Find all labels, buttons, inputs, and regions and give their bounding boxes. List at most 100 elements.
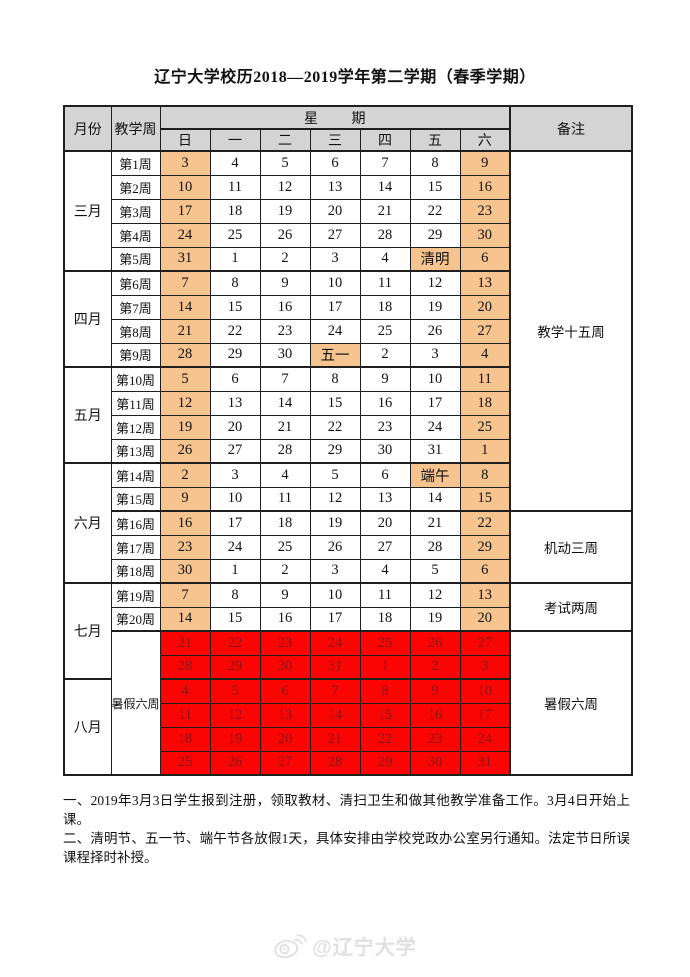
day-cell: 4 — [359, 558, 411, 584]
teaching-week-cell: 第5周 — [110, 246, 161, 272]
header-teaching-week: 教学周 — [110, 105, 161, 152]
day-cell: 24 — [409, 414, 461, 440]
calendar-row: 第12周 19 20 21 22 23 24 25 — [64, 414, 632, 440]
day-cell: 29 — [209, 342, 261, 368]
day-cell: 10 — [409, 366, 461, 392]
calendar-row: 25 26 27 28 29 30 31 — [64, 750, 632, 776]
teaching-week-cell: 第16周 — [110, 510, 161, 536]
remark-cell: 教学十五周 — [509, 150, 633, 512]
day-cell: 11 — [259, 486, 311, 512]
day-cell: 11 — [459, 366, 511, 392]
day-cell: 23 — [159, 534, 211, 560]
day-cell: 28 — [159, 342, 211, 368]
day-cell: 6 — [359, 462, 411, 488]
calendar-row: 暑假六周 21 22 23 24 25 26 27 暑假六周 — [64, 630, 633, 776]
day-cell: 13 — [359, 486, 411, 512]
day-cell: 21 — [259, 414, 311, 440]
day-cell: 9 — [259, 270, 311, 296]
teaching-week-cell: 第11周 — [110, 390, 161, 416]
footnote-2: 二、清明节、五一节、端午节各放假1天，具体安排由学校党政办公室另行通知。法定节日… — [63, 831, 630, 865]
day-cell: 24 — [309, 318, 361, 344]
calendar-header: 月份 教学周 星期 备注 日 一 二 三 四 五 六 — [63, 105, 633, 152]
vacation-day-cell: 26 — [209, 750, 261, 776]
day-cell: 14 — [409, 486, 461, 512]
header-month: 月份 — [63, 105, 112, 152]
weibo-icon — [273, 932, 308, 960]
day-cell: 15 — [309, 390, 361, 416]
month-cell: 五月 — [63, 366, 112, 464]
day-cell: 16 — [259, 606, 311, 632]
day-cell: 18 — [209, 198, 261, 224]
remark-cell: 机动三周 — [509, 510, 633, 584]
teaching-week-cell: 第15周 — [110, 486, 161, 512]
vacation-day-cell: 28 — [159, 654, 211, 680]
day-cell: 19 — [159, 414, 211, 440]
day-cell: 13 — [309, 174, 361, 200]
vacation-day-cell: 21 — [159, 630, 211, 656]
vacation-day-cell: 27 — [459, 630, 511, 656]
day-cell: 8 — [459, 462, 511, 488]
calendar-row: 第18周 30 1 2 3 4 5 6 — [64, 558, 632, 584]
day-cell: 5 — [309, 462, 361, 488]
vacation-day-cell: 18 — [159, 726, 211, 752]
calendar-row: 第3周 17 18 19 20 21 22 23 — [64, 198, 632, 224]
day-cell: 3 — [309, 246, 361, 272]
day-cell: 26 — [409, 318, 461, 344]
header-day-sun: 日 — [159, 128, 211, 152]
teaching-week-cell: 第8周 — [110, 318, 161, 344]
day-cell: 18 — [359, 606, 411, 632]
vacation-day-cell: 4 — [159, 678, 211, 704]
vacation-day-cell: 16 — [409, 702, 461, 728]
vacation-day-cell: 6 — [259, 678, 311, 704]
vacation-day-cell: 30 — [409, 750, 461, 776]
calendar-row: 第5周 31 1 2 3 4 清明 6 — [64, 246, 632, 272]
vacation-day-cell: 17 — [459, 702, 511, 728]
day-cell: 28 — [359, 222, 411, 248]
teaching-week-cell: 第13周 — [110, 438, 161, 464]
remark-cell: 暑假六周 — [509, 630, 633, 776]
day-cell: 12 — [159, 390, 211, 416]
month-cell: 四月 — [63, 270, 112, 368]
footnote-1: 一、2019年3月3日学生报到注册，领取教材、清扫卫生和做其他教学准备工作。3月… — [63, 793, 630, 827]
day-cell: 2 — [259, 558, 311, 584]
day-cell: 19 — [259, 198, 311, 224]
vacation-day-cell: 26 — [409, 630, 461, 656]
day-cell: 13 — [209, 390, 261, 416]
page-title: 辽宁大学校历2018—2019学年第二学期（春季学期） — [154, 69, 536, 86]
day-cell: 7 — [259, 366, 311, 392]
day-cell: 27 — [309, 222, 361, 248]
day-cell: 2 — [259, 246, 311, 272]
calendar-row: 第20周 14 15 16 17 18 19 20 — [64, 606, 632, 632]
day-cell: 17 — [309, 294, 361, 320]
day-cell: 22 — [409, 198, 461, 224]
calendar-table: 月份 教学周 星期 备注 日 一 二 三 四 五 六 三月 第1周 3 4 5 6 7 8 9 教… — [63, 105, 634, 776]
day-cell: 22 — [209, 318, 261, 344]
day-cell: 19 — [409, 294, 461, 320]
day-cell: 30 — [259, 342, 311, 368]
vacation-day-cell: 14 — [309, 702, 361, 728]
day-cell: 30 — [359, 438, 411, 464]
day-cell: 12 — [409, 582, 461, 608]
day-cell: 28 — [409, 534, 461, 560]
day-cell: 15 — [209, 606, 261, 632]
day-cell: 5 — [159, 366, 211, 392]
day-cell: 7 — [359, 150, 411, 176]
day-cell: 13 — [459, 270, 511, 296]
day-cell: 4 — [359, 246, 411, 272]
day-cell: 8 — [209, 582, 261, 608]
teaching-week-cell: 第9周 — [110, 342, 161, 368]
day-cell: 10 — [309, 582, 361, 608]
vacation-day-cell: 30 — [259, 654, 311, 680]
calendar-row: 第4周 24 25 26 27 28 29 30 — [64, 222, 632, 248]
day-cell: 31 — [159, 246, 211, 272]
day-cell: 1 — [459, 438, 511, 464]
vacation-day-cell: 29 — [209, 654, 261, 680]
calendar-row: 第8周 21 22 23 24 25 26 27 — [64, 318, 632, 344]
day-cell: 端午 — [409, 462, 461, 488]
vacation-day-cell: 12 — [209, 702, 261, 728]
day-cell: 12 — [309, 486, 361, 512]
vacation-day-cell: 10 — [459, 678, 511, 704]
vacation-day-cell: 3 — [459, 654, 511, 680]
day-cell: 3 — [159, 150, 211, 176]
day-cell: 2 — [159, 462, 211, 488]
